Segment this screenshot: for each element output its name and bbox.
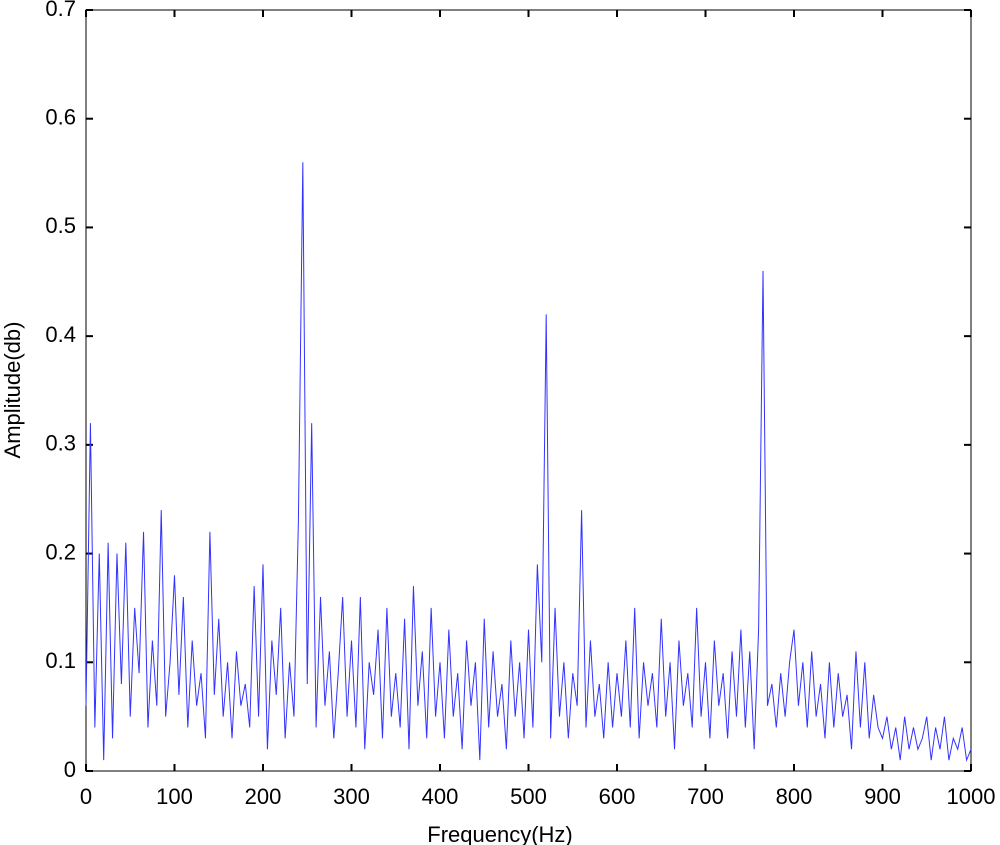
y-tick-label: 0.3 — [45, 431, 76, 456]
y-tick-label: 0.6 — [45, 105, 76, 130]
x-tick-label: 400 — [422, 784, 459, 809]
x-tick-label: 600 — [599, 784, 636, 809]
y-tick-label: 0 — [64, 757, 76, 782]
x-tick-label: 900 — [864, 784, 901, 809]
x-tick-label: 200 — [245, 784, 282, 809]
x-tick-label: 300 — [333, 784, 370, 809]
x-tick-label: 800 — [776, 784, 813, 809]
x-tick-label: 0 — [80, 784, 92, 809]
x-tick-label: 500 — [510, 784, 547, 809]
data-line — [85, 162, 972, 763]
plot-frame — [85, 9, 972, 772]
x-tick-label: 100 — [156, 784, 193, 809]
y-tick-label: 0.2 — [45, 539, 76, 564]
y-tick-label: 0.7 — [45, 0, 76, 21]
y-tick-label: 0.4 — [45, 322, 76, 347]
x-axis-label: Frequency(Hz) — [427, 822, 572, 845]
y-axis-label: Amplitude(db) — [0, 322, 25, 459]
y-tick-label: 0.1 — [45, 648, 76, 673]
x-tick-label: 1000 — [947, 784, 996, 809]
x-tick-label: 700 — [687, 784, 724, 809]
y-tick-label: 0.5 — [45, 213, 76, 238]
